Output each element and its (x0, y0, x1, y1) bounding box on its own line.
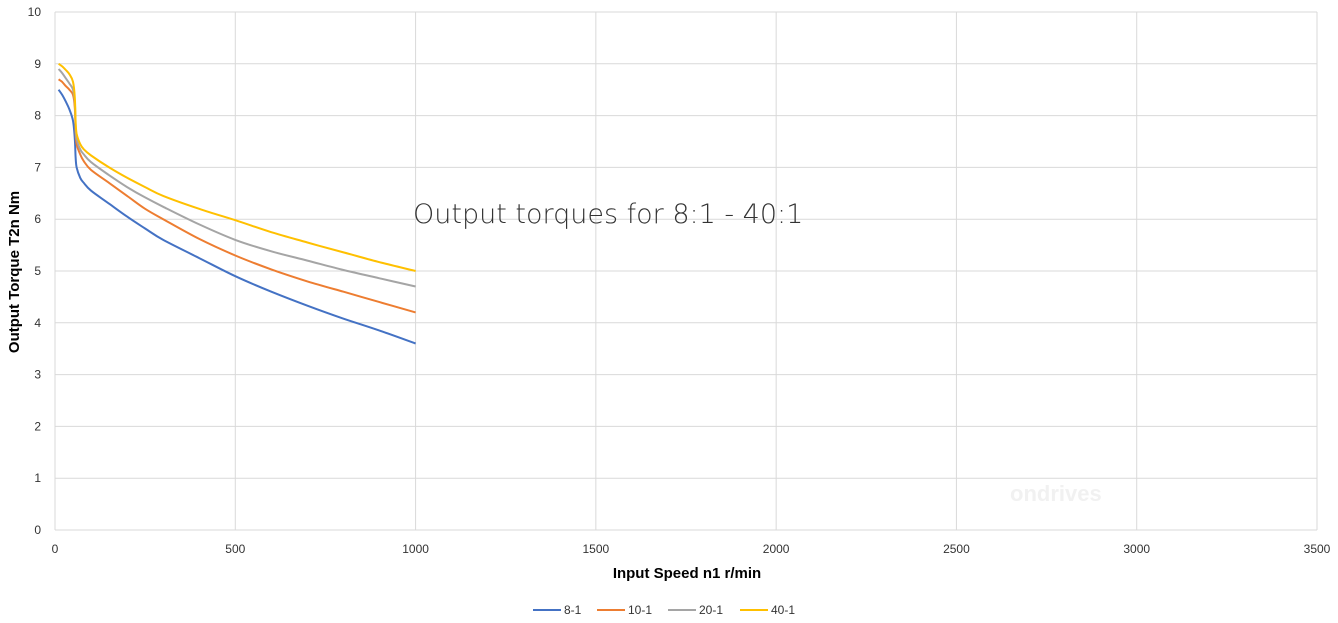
y-tick-label: 6 (34, 212, 41, 226)
series-line-8-1 (57, 89, 416, 345)
chart-legend: 8-1 10-1 20-1 40-1 (533, 603, 795, 617)
watermark-logo: ondrives (1010, 481, 1102, 506)
legend-label: 10-1 (628, 603, 652, 617)
x-tick-label: 1000 (402, 542, 429, 556)
series-line-10-1 (57, 78, 416, 314)
chart-series (57, 62, 416, 345)
y-tick-label: 7 (34, 160, 41, 174)
y-tick-label: 1 (34, 471, 41, 485)
x-tick-label: 0 (52, 542, 59, 556)
x-axis-ticks: 0 500 1000 1500 2000 2500 3000 3500 (52, 542, 1331, 556)
x-tick-label: 1500 (583, 542, 610, 556)
legend-label: 20-1 (699, 603, 723, 617)
x-tick-label: 2500 (943, 542, 970, 556)
chart-title: Output torques for 8:1 - 40:1 (413, 199, 803, 230)
x-tick-label: 3500 (1304, 542, 1331, 556)
series-line-20-1 (57, 68, 416, 288)
y-axis-ticks: 0 1 2 3 4 5 6 7 8 9 10 (28, 5, 42, 537)
y-tick-label: 4 (34, 316, 41, 330)
x-axis-title: Input Speed n1 r/min (613, 565, 761, 582)
y-tick-label: 9 (34, 57, 41, 71)
legend-label: 40-1 (771, 603, 795, 617)
x-tick-label: 2000 (763, 542, 790, 556)
legend-label: 8-1 (564, 603, 582, 617)
y-tick-label: 10 (28, 5, 42, 19)
y-tick-label: 2 (34, 419, 41, 433)
y-tick-label: 5 (34, 264, 41, 278)
x-tick-label: 500 (225, 542, 245, 556)
y-axis-title: Output Torque T2n Nm (6, 191, 23, 353)
x-tick-label: 3000 (1123, 542, 1150, 556)
y-tick-label: 0 (34, 523, 41, 537)
series-line-40-1 (58, 62, 416, 272)
y-tick-label: 8 (34, 109, 41, 123)
y-tick-label: 3 (34, 368, 41, 382)
chart-grid (54, 11, 1318, 531)
